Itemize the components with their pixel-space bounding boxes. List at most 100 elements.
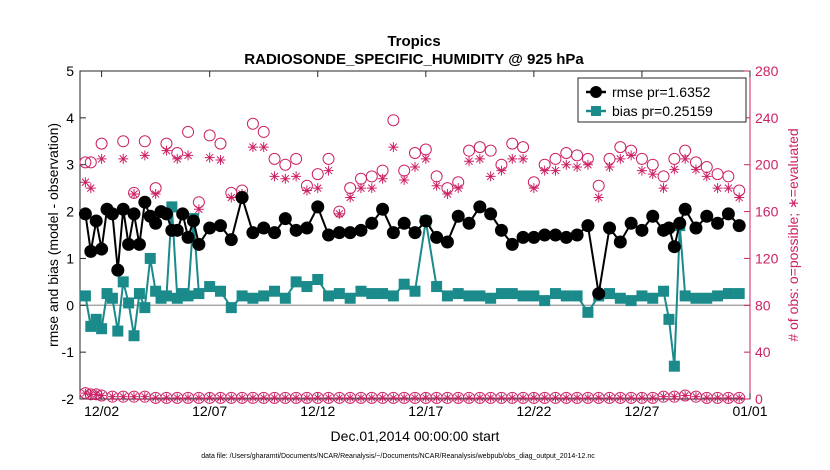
obs-evaluated-point [734, 393, 744, 403]
rmse-point [673, 216, 687, 230]
obs-evaluated-point [280, 393, 290, 403]
obs-evaluated-point [356, 393, 366, 403]
obs-possible-point [311, 168, 324, 181]
bias-point [571, 290, 583, 302]
obs-evaluated-point [593, 192, 604, 203]
rmse-point [289, 223, 303, 237]
obs-evaluated-point [615, 153, 626, 164]
rmse-point [311, 200, 325, 214]
obs-evaluated-point [161, 145, 172, 156]
obs-evaluated-point [377, 173, 388, 184]
bias-point [236, 290, 248, 302]
obs-evaluated-point [205, 393, 215, 403]
rmse-point [559, 230, 573, 244]
obs-evaluated-point [561, 393, 571, 403]
obs-evaluated-point [312, 183, 323, 194]
obs-evaluated-point [193, 204, 204, 215]
obs-possible-point [268, 152, 281, 165]
bias-point [485, 292, 497, 304]
rmse-point [78, 207, 92, 221]
rmse-point [203, 221, 217, 235]
bias-point [495, 288, 507, 300]
obs-evaluated-point [539, 165, 550, 176]
obs-evaluated-point [302, 393, 312, 403]
rmse-point [484, 207, 498, 221]
obs-evaluated-point [507, 153, 518, 164]
bias-point [614, 292, 626, 304]
x-tick-label: 12/12 [300, 403, 335, 419]
obs-evaluated-point [259, 393, 269, 403]
obs-evaluated-point [561, 159, 572, 170]
obs-evaluated-point [431, 180, 442, 191]
bias-point [117, 276, 129, 288]
bias-point [333, 288, 345, 300]
obs-evaluated-point [582, 159, 593, 170]
obs-possible-point [614, 141, 627, 154]
obs-evaluated-point [410, 393, 420, 403]
obs-evaluated-point [91, 389, 101, 399]
obs-evaluated-point [615, 393, 625, 403]
chart-title: Tropics [387, 33, 440, 50]
obs-possible-point [279, 158, 292, 171]
rmse-point [122, 237, 136, 251]
obs-possible-point [214, 137, 227, 150]
obs-evaluated-point [366, 183, 377, 194]
obs-evaluated-point [669, 392, 679, 402]
rmse-point [430, 230, 444, 244]
bias-point [366, 288, 378, 300]
obs-possible-point [84, 156, 97, 169]
rmse-point [662, 221, 676, 235]
x-axis-label: Dec.01,2014 00:00:00 start [331, 428, 500, 444]
rmse-point [570, 228, 584, 242]
obs-evaluated-point [172, 153, 183, 164]
bias-point [279, 292, 291, 304]
bias-point [204, 281, 216, 293]
bias-point [79, 290, 91, 302]
obs-evaluated-point [334, 208, 345, 219]
obs-evaluated-point [701, 171, 712, 182]
bias-point [701, 292, 713, 304]
left-y-tick-label: 4 [66, 110, 74, 126]
bias-point [90, 313, 102, 325]
legend-bias-label: bias pr=0.25159 [612, 103, 713, 119]
bias-point [323, 290, 335, 302]
bias-point [96, 323, 108, 335]
obs-evaluated-point [129, 189, 140, 199]
legend-rmse-marker [590, 86, 602, 98]
bias-point [549, 288, 561, 300]
obs-evaluated-point [388, 142, 399, 153]
right-y-tick-label: 200 [755, 157, 779, 173]
rmse-point [732, 219, 746, 233]
obs-evaluated-point [421, 393, 431, 403]
left-y-tick-label: 3 [66, 157, 74, 173]
rmse-point [538, 228, 552, 242]
rmse-point [132, 237, 146, 251]
obs-possible-point [246, 117, 259, 130]
obs-evaluated-point [226, 393, 236, 403]
rmse-point [213, 219, 227, 233]
obs-evaluated-point [529, 393, 539, 403]
bias-point [312, 274, 324, 286]
obs-evaluated-point [291, 393, 301, 403]
obs-possible-point [484, 144, 497, 157]
obs-possible-point [733, 391, 746, 404]
bias-point [690, 292, 702, 304]
rmse-point [235, 191, 249, 205]
right-y-tick-label: 0 [755, 391, 763, 407]
obs-evaluated-point [355, 183, 366, 194]
obs-evaluated-point [626, 150, 637, 161]
rmse-point [711, 216, 725, 230]
rmse-point [386, 226, 400, 240]
bias-point [647, 292, 659, 304]
bias-point [663, 313, 675, 325]
bias-point [528, 290, 540, 302]
obs-evaluated-point [399, 174, 410, 185]
obs-evaluated-point [453, 393, 463, 403]
bias-point [301, 281, 313, 293]
obs-count-layer [79, 114, 746, 404]
obs-evaluated-point [572, 162, 583, 173]
obs-evaluated-point [572, 393, 582, 403]
rmse-point [159, 207, 173, 221]
obs-evaluated-point [442, 393, 452, 403]
obs-evaluated-point [226, 192, 237, 203]
